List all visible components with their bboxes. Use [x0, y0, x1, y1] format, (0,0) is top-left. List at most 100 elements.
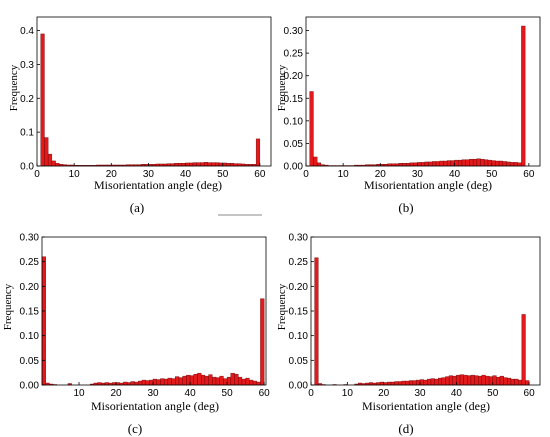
y-tick-label: 0.4 — [20, 26, 34, 37]
y-tick-label: 0.0 — [20, 162, 34, 173]
histogram-bar — [387, 381, 392, 386]
histogram-bar — [517, 162, 522, 167]
histogram-bar — [441, 377, 446, 386]
histogram-bar — [207, 162, 212, 167]
histogram-bar — [517, 379, 523, 386]
histogram-bar — [485, 375, 490, 386]
histogram-bar — [152, 378, 157, 386]
y-tick-label: 0.05 — [20, 356, 40, 367]
histogram-bar — [409, 162, 414, 167]
histogram-bar — [241, 378, 246, 386]
histogram-bar — [212, 376, 217, 386]
histogram-bar — [432, 161, 437, 167]
panel-caption: (a) — [130, 200, 144, 215]
histogram-bar — [498, 160, 504, 167]
histogram-bar — [160, 378, 165, 386]
histogram-bar — [189, 162, 194, 167]
histogram-bar — [463, 374, 468, 386]
x-tick-label: 10 — [338, 169, 350, 180]
histogram-bar — [47, 153, 53, 167]
histogram-bar — [510, 162, 515, 167]
y-tick-label: 0.00 — [289, 381, 309, 392]
y-tick-label: 0.3 — [20, 60, 34, 71]
histogram-bar — [435, 161, 440, 167]
x-tick-label: 20 — [110, 388, 122, 399]
x-tick-label: 40 — [449, 169, 461, 180]
panel-caption: (d) — [398, 421, 413, 436]
histogram-bar — [230, 372, 235, 386]
histogram-bar — [416, 379, 421, 386]
histogram-bar — [487, 159, 492, 167]
panel-d: Frequency Misorientation angle (deg) (d)… — [276, 233, 541, 436]
histogram-bar — [458, 159, 463, 167]
histogram-bar — [452, 375, 457, 386]
histogram-bar — [182, 375, 187, 386]
histogram-bar — [476, 158, 481, 167]
histogram-bar — [467, 375, 472, 386]
y-tick-label: 0.30 — [289, 233, 309, 244]
panel-a: Frequency Misorientation angle (deg) (a)… — [8, 16, 272, 215]
histogram-bar — [316, 162, 322, 167]
histogram-bar — [51, 160, 56, 167]
histogram-bar — [465, 159, 470, 167]
x-tick-label: 30 — [414, 388, 426, 399]
histogram-bar — [215, 162, 220, 167]
y-tick-label: 0.30 — [20, 233, 40, 244]
x-tick-label: 50 — [486, 169, 498, 180]
histogram-bar — [390, 381, 395, 386]
histogram-bar — [229, 163, 235, 167]
histogram-bar — [507, 377, 512, 386]
histogram-bar — [134, 381, 139, 386]
histogram-bar — [499, 375, 504, 386]
histogram-bar — [185, 162, 190, 167]
plot-frame — [36, 16, 272, 167]
histogram-bar — [434, 378, 439, 386]
histogram-bar — [521, 314, 526, 386]
y-tick-label: 0.05 — [289, 356, 309, 367]
y-tick-label: 0.00 — [20, 381, 40, 392]
y-tick-label: 0.10 — [289, 331, 309, 342]
histogram-bar — [379, 381, 384, 386]
histogram-bar — [420, 162, 426, 167]
x-tick-label: 40 — [185, 388, 197, 399]
x-tick-label: 40 — [180, 169, 192, 180]
ylabel: Frequency — [276, 283, 288, 330]
y-tick-label: 0.2 — [20, 94, 34, 105]
panel-c: Frequency Misorientation angle (deg) (c)… — [2, 233, 270, 437]
histogram-bar — [177, 163, 183, 167]
x-tick-label: 10 — [69, 169, 81, 180]
histogram-bar — [525, 380, 530, 386]
histogram-bar — [470, 374, 475, 386]
histogram-bar — [222, 162, 227, 167]
y-tick-label: 0.20 — [284, 71, 304, 82]
panel-b: Frequency Misorientation angle (deg) (b)… — [276, 16, 541, 215]
histogram-bar — [417, 162, 422, 167]
histogram-bar — [502, 161, 507, 167]
histogram-bar — [514, 378, 519, 386]
x-tick-label: 50 — [217, 169, 229, 180]
histogram-bar — [406, 163, 411, 167]
xlabel: Misorientation angle (deg) — [362, 399, 490, 413]
histogram-bar — [223, 378, 228, 386]
histogram-bar — [255, 138, 261, 167]
plot-frame — [41, 236, 267, 386]
y-tick-label: 0.15 — [289, 307, 309, 318]
xlabel: Misorientation angle (deg) — [94, 178, 222, 192]
histogram-bar — [192, 162, 197, 167]
histogram-bar — [478, 375, 483, 386]
histogram-bar — [193, 373, 198, 386]
histogram-bar — [459, 374, 464, 386]
histogram-bar — [44, 137, 49, 167]
histogram-bar — [181, 163, 186, 167]
histogram-bar — [249, 379, 254, 386]
histogram-bar — [218, 162, 223, 167]
x-tick-label: 0 — [303, 169, 309, 180]
histogram-bar — [419, 379, 424, 386]
histogram-bar — [456, 374, 461, 386]
y-tick-label: 0.20 — [20, 282, 40, 293]
histogram-bar — [394, 381, 399, 386]
histogram-bar — [203, 162, 209, 167]
histogram-bar — [309, 91, 314, 167]
histogram-bar — [401, 380, 406, 386]
